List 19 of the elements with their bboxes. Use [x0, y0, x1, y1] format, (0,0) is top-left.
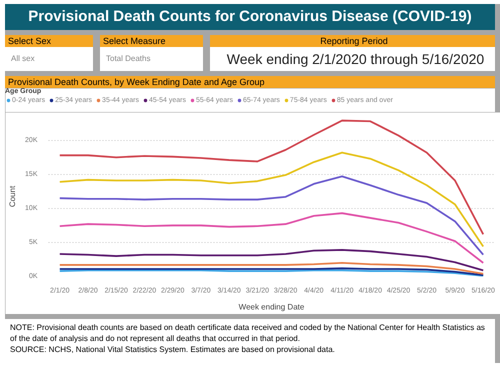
- line-series: [58, 249, 484, 272]
- text: Select Sex: [8, 35, 52, 47]
- text: Reporting Period: [320, 35, 388, 47]
- line-series: [58, 267, 484, 276]
- y-axis-title: Count: [8, 185, 18, 208]
- x-axis-title: Week ending Date: [238, 302, 305, 312]
- chart-title: Provisional Death Counts for Coronavirus Disease (COVID-19): [28, 7, 472, 27]
- line-series: [58, 262, 484, 275]
- chart-subtitle: Provisional Death Counts, by Week Ending Date and Age Group: [8, 76, 264, 88]
- line-series: [58, 176, 484, 256]
- line-series: [58, 120, 484, 236]
- source-note: SOURCE: NCHS, National Vital Statistics System. Estimates are based on provisional data.: [10, 345, 335, 354]
- text: Week ending 2/1/2020 through 5/16/2020: [226, 50, 484, 69]
- text: NOTE: Provisional death counts are based on death certificate data received and coded by the National Center for Health Statistics as of the date of analysis and do not represent all deaths that occurred in that period.: [10, 323, 485, 343]
- text: All sex: [11, 53, 35, 65]
- line-series: [58, 212, 484, 264]
- text: Total Deaths: [106, 53, 150, 65]
- text: Select Measure: [103, 35, 166, 47]
- line-series: [58, 152, 484, 248]
